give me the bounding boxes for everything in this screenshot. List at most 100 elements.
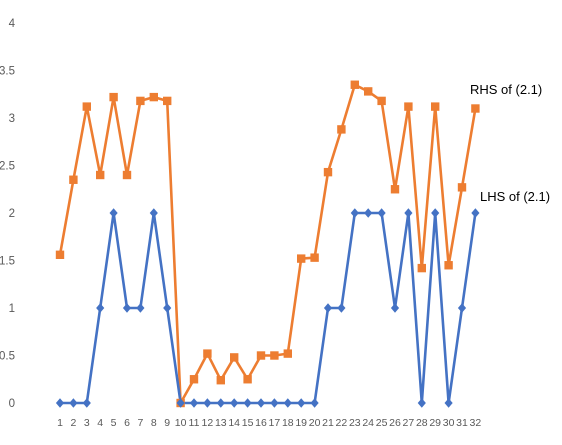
series-labels: RHS of (2.1) LHS of (2.1) bbox=[470, 82, 550, 204]
x-tick-label: 17 bbox=[269, 417, 281, 429]
lhs-data-point bbox=[270, 398, 279, 408]
x-tick-label: 6 bbox=[124, 417, 130, 429]
lhs-data-point bbox=[444, 398, 453, 408]
x-tick-label: 8 bbox=[151, 417, 157, 429]
rhs-data-point bbox=[457, 183, 467, 192]
rhs-data-point bbox=[297, 254, 306, 263]
rhs-data-point bbox=[230, 353, 239, 362]
rhs-data-point bbox=[122, 170, 132, 180]
x-tick-label: 21 bbox=[322, 417, 334, 429]
rhs-data-point bbox=[350, 80, 359, 89]
x-tick-label: 25 bbox=[376, 417, 388, 429]
lhs-data-point bbox=[55, 398, 65, 408]
lhs-data-point bbox=[364, 208, 373, 218]
x-tick-label: 10 bbox=[175, 417, 187, 429]
rhs-series-label: RHS of (2.1) bbox=[470, 82, 542, 97]
series-markers bbox=[55, 80, 480, 408]
rhs-data-point bbox=[390, 185, 400, 194]
rhs-data-point bbox=[377, 96, 386, 106]
lhs-data-point bbox=[243, 398, 252, 408]
x-tick-label: 2 bbox=[70, 417, 76, 429]
y-tick-label: 1 bbox=[9, 303, 15, 315]
rhs-data-point bbox=[270, 351, 279, 360]
lhs-data-point bbox=[457, 303, 467, 313]
rhs-data-point bbox=[431, 102, 440, 111]
lhs-data-point bbox=[176, 398, 185, 408]
lhs-data-point bbox=[471, 208, 480, 218]
rhs-data-point bbox=[163, 96, 172, 106]
lhs-data-point bbox=[189, 398, 199, 408]
x-tick-label: 16 bbox=[255, 417, 267, 429]
lhs-data-point bbox=[404, 208, 413, 218]
x-tick-label: 30 bbox=[443, 417, 455, 429]
rhs-data-point bbox=[404, 102, 413, 111]
x-tick-label: 7 bbox=[137, 417, 143, 429]
x-tick-label: 3 bbox=[84, 417, 90, 429]
x-tick-label: 13 bbox=[215, 417, 227, 429]
rhs-data-point bbox=[417, 263, 426, 273]
y-tick-label: 3 bbox=[9, 113, 15, 125]
rhs-data-point bbox=[337, 125, 346, 134]
lhs-data-point bbox=[377, 208, 386, 218]
y-tick-label: 3.5 bbox=[0, 66, 15, 78]
rhs-data-point bbox=[55, 250, 65, 259]
lhs-data-point bbox=[163, 303, 172, 313]
lhs-data-point bbox=[323, 303, 333, 313]
rhs-data-point bbox=[203, 349, 212, 358]
x-tick-label: 11 bbox=[189, 417, 200, 429]
x-tick-label: 24 bbox=[362, 417, 374, 429]
x-tick-label: 19 bbox=[295, 417, 307, 429]
x-tick-label: 27 bbox=[403, 417, 415, 429]
x-tick-label: 15 bbox=[242, 417, 254, 429]
lhs-data-point bbox=[96, 303, 105, 313]
lhs-data-point bbox=[390, 303, 400, 313]
y-tick-label: 2.5 bbox=[0, 161, 15, 173]
y-tick-label: 4 bbox=[9, 18, 16, 30]
rhs-data-point bbox=[189, 375, 199, 384]
lhs-data-point bbox=[283, 398, 292, 408]
rhs-data-point bbox=[136, 96, 145, 106]
rhs-data-point bbox=[96, 170, 105, 180]
x-tick-label: 5 bbox=[111, 417, 117, 429]
lhs-data-point bbox=[216, 398, 225, 408]
rhs-data-point bbox=[310, 253, 319, 262]
rhs-data-point bbox=[364, 87, 373, 96]
lhs-data-point bbox=[350, 208, 359, 218]
lhs-data-point bbox=[337, 303, 346, 313]
x-tick-label: 23 bbox=[349, 417, 361, 429]
lhs-data-point bbox=[122, 303, 132, 313]
x-tick-label: 28 bbox=[416, 417, 428, 429]
y-tick-label: 2 bbox=[9, 208, 15, 220]
series-line-lhs bbox=[60, 211, 477, 405]
y-tick-label: 0 bbox=[9, 398, 15, 410]
rhs-data-point bbox=[216, 376, 225, 385]
series-line-rhs bbox=[58, 83, 477, 405]
x-tick-label: 18 bbox=[282, 417, 294, 429]
rhs-data-point bbox=[471, 104, 480, 113]
x-tick-label: 29 bbox=[429, 417, 441, 429]
y-tick-label: 1.5 bbox=[0, 256, 15, 268]
rhs-data-point bbox=[283, 349, 292, 358]
x-tick-label: 22 bbox=[336, 417, 348, 429]
lhs-data-point bbox=[431, 208, 440, 218]
x-tick-label: 32 bbox=[470, 417, 482, 429]
rhs-data-point bbox=[243, 375, 252, 384]
x-tick-label: 14 bbox=[228, 417, 240, 429]
x-axis-ticks: 1 2 3 4 5 6 7 8 9 10 11 12 13 14 15 16 17 18 19 20 21 22 23 24 2… bbox=[57, 417, 481, 429]
y-tick-label: 0.5 bbox=[0, 351, 15, 363]
lhs-data-point bbox=[310, 398, 319, 408]
rhs-data-point bbox=[444, 261, 453, 270]
lhs-data-point bbox=[297, 398, 306, 408]
lhs-data-point bbox=[82, 398, 91, 408]
lhs-data-point bbox=[203, 398, 212, 408]
x-tick-label: 20 bbox=[309, 417, 321, 429]
rhs-data-point bbox=[69, 175, 78, 184]
lhs-data-point bbox=[256, 398, 266, 408]
x-tick-label: 4 bbox=[97, 417, 103, 429]
rhs-data-point bbox=[149, 92, 158, 102]
lhs-data-point bbox=[417, 398, 426, 408]
lhs-data-point bbox=[69, 398, 78, 408]
x-tick-label: 31 bbox=[456, 417, 468, 429]
x-tick-label: 1 bbox=[57, 417, 63, 429]
